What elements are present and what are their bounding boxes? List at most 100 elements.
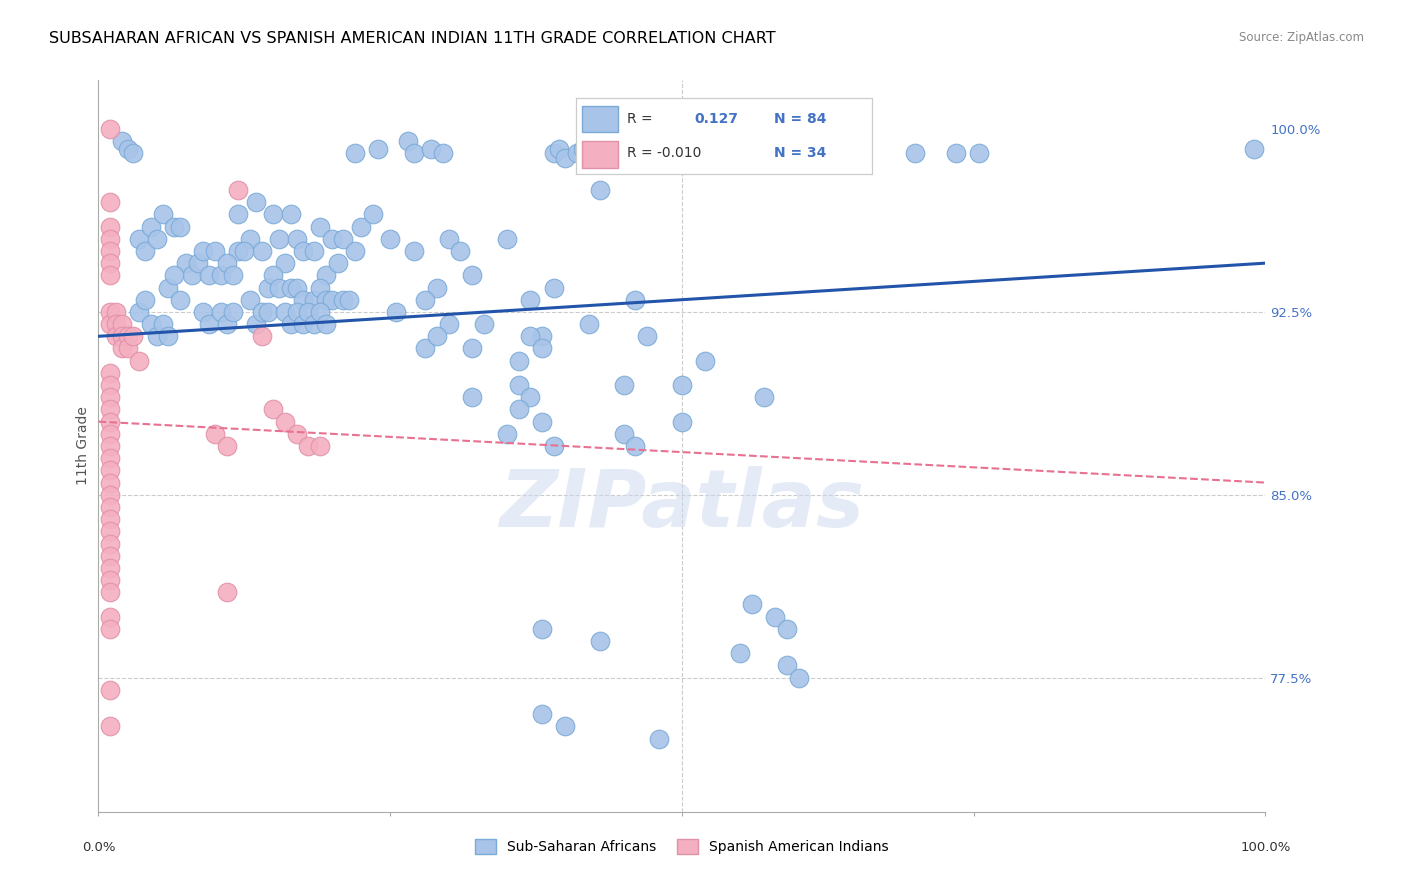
Text: 0.0%: 0.0% (82, 841, 115, 854)
Point (530, 707, 553, 722)
Point (496, 232, 519, 246)
Text: N = 34: N = 34 (775, 146, 827, 161)
Point (122, 146, 145, 161)
Point (152, 317, 174, 331)
Point (146, 232, 169, 246)
Point (209, 305, 232, 319)
Point (204, 426, 226, 441)
Point (193, 244, 215, 258)
Point (104, 329, 127, 343)
Point (98, 719, 121, 733)
Point (98, 488, 121, 502)
Point (426, 329, 449, 343)
Text: SUBSAHARAN AFRICAN VS SPANISH AMERICAN INDIAN 11TH GRADE CORRELATION CHART: SUBSAHARAN AFRICAN VS SPANISH AMERICAN I… (49, 31, 776, 46)
Point (98, 195, 121, 210)
Point (169, 219, 191, 234)
Point (174, 256, 197, 270)
Point (589, 183, 612, 197)
Text: 0.127: 0.127 (695, 112, 738, 126)
Point (285, 280, 308, 294)
Point (624, 293, 647, 307)
Point (613, 378, 636, 392)
Point (285, 426, 308, 441)
Point (98, 390, 121, 404)
Point (245, 195, 267, 210)
Point (98, 219, 121, 234)
Point (449, 244, 471, 258)
Point (344, 146, 367, 161)
Point (98, 378, 121, 392)
Point (969, 146, 991, 161)
Point (198, 268, 221, 283)
Point (111, 134, 134, 148)
Point (221, 268, 243, 283)
Point (291, 293, 314, 307)
Point (98, 402, 121, 417)
Point (432, 146, 454, 161)
Point (291, 244, 314, 258)
Point (297, 439, 319, 453)
Point (98, 573, 121, 587)
Text: ZIPatlas: ZIPatlas (499, 466, 865, 543)
Point (565, 146, 588, 161)
Point (215, 256, 238, 270)
Text: R = -0.010: R = -0.010 (627, 146, 702, 161)
Point (280, 207, 302, 221)
Point (508, 402, 530, 417)
Point (274, 256, 297, 270)
Point (262, 268, 284, 283)
Point (280, 280, 302, 294)
Point (98, 500, 121, 514)
Point (291, 317, 314, 331)
Point (98, 609, 121, 624)
Point (239, 232, 262, 246)
Point (332, 232, 354, 246)
Point (543, 146, 565, 161)
Point (671, 378, 693, 392)
Point (285, 305, 308, 319)
Point (530, 342, 553, 356)
Point (139, 317, 162, 331)
Point (228, 207, 250, 221)
Point (636, 329, 658, 343)
Point (98, 451, 121, 466)
Point (128, 305, 150, 319)
Point (239, 293, 262, 307)
Point (98, 585, 121, 599)
Point (169, 293, 191, 307)
Point (437, 317, 460, 331)
Point (315, 268, 337, 283)
Point (315, 317, 337, 331)
Point (543, 439, 565, 453)
Point (344, 244, 367, 258)
Point (741, 598, 763, 612)
Point (122, 329, 145, 343)
Point (104, 305, 127, 319)
Point (380, 232, 402, 246)
Point (461, 342, 484, 356)
Point (554, 151, 576, 165)
Point (519, 329, 541, 343)
Point (193, 305, 215, 319)
Point (350, 219, 373, 234)
Bar (582, 141, 617, 168)
Point (554, 719, 576, 733)
Point (385, 305, 408, 319)
Point (361, 207, 384, 221)
Point (530, 622, 553, 636)
Point (221, 305, 243, 319)
Point (519, 390, 541, 404)
Point (321, 293, 343, 307)
Y-axis label: 11th Grade: 11th Grade (76, 407, 90, 485)
Point (274, 305, 297, 319)
Point (152, 207, 174, 221)
Point (134, 293, 156, 307)
Point (180, 268, 202, 283)
Point (647, 731, 669, 746)
Point (437, 232, 460, 246)
Text: R =: R = (627, 112, 652, 126)
Point (256, 305, 278, 319)
Point (198, 317, 221, 331)
Point (309, 305, 332, 319)
Point (904, 146, 927, 161)
